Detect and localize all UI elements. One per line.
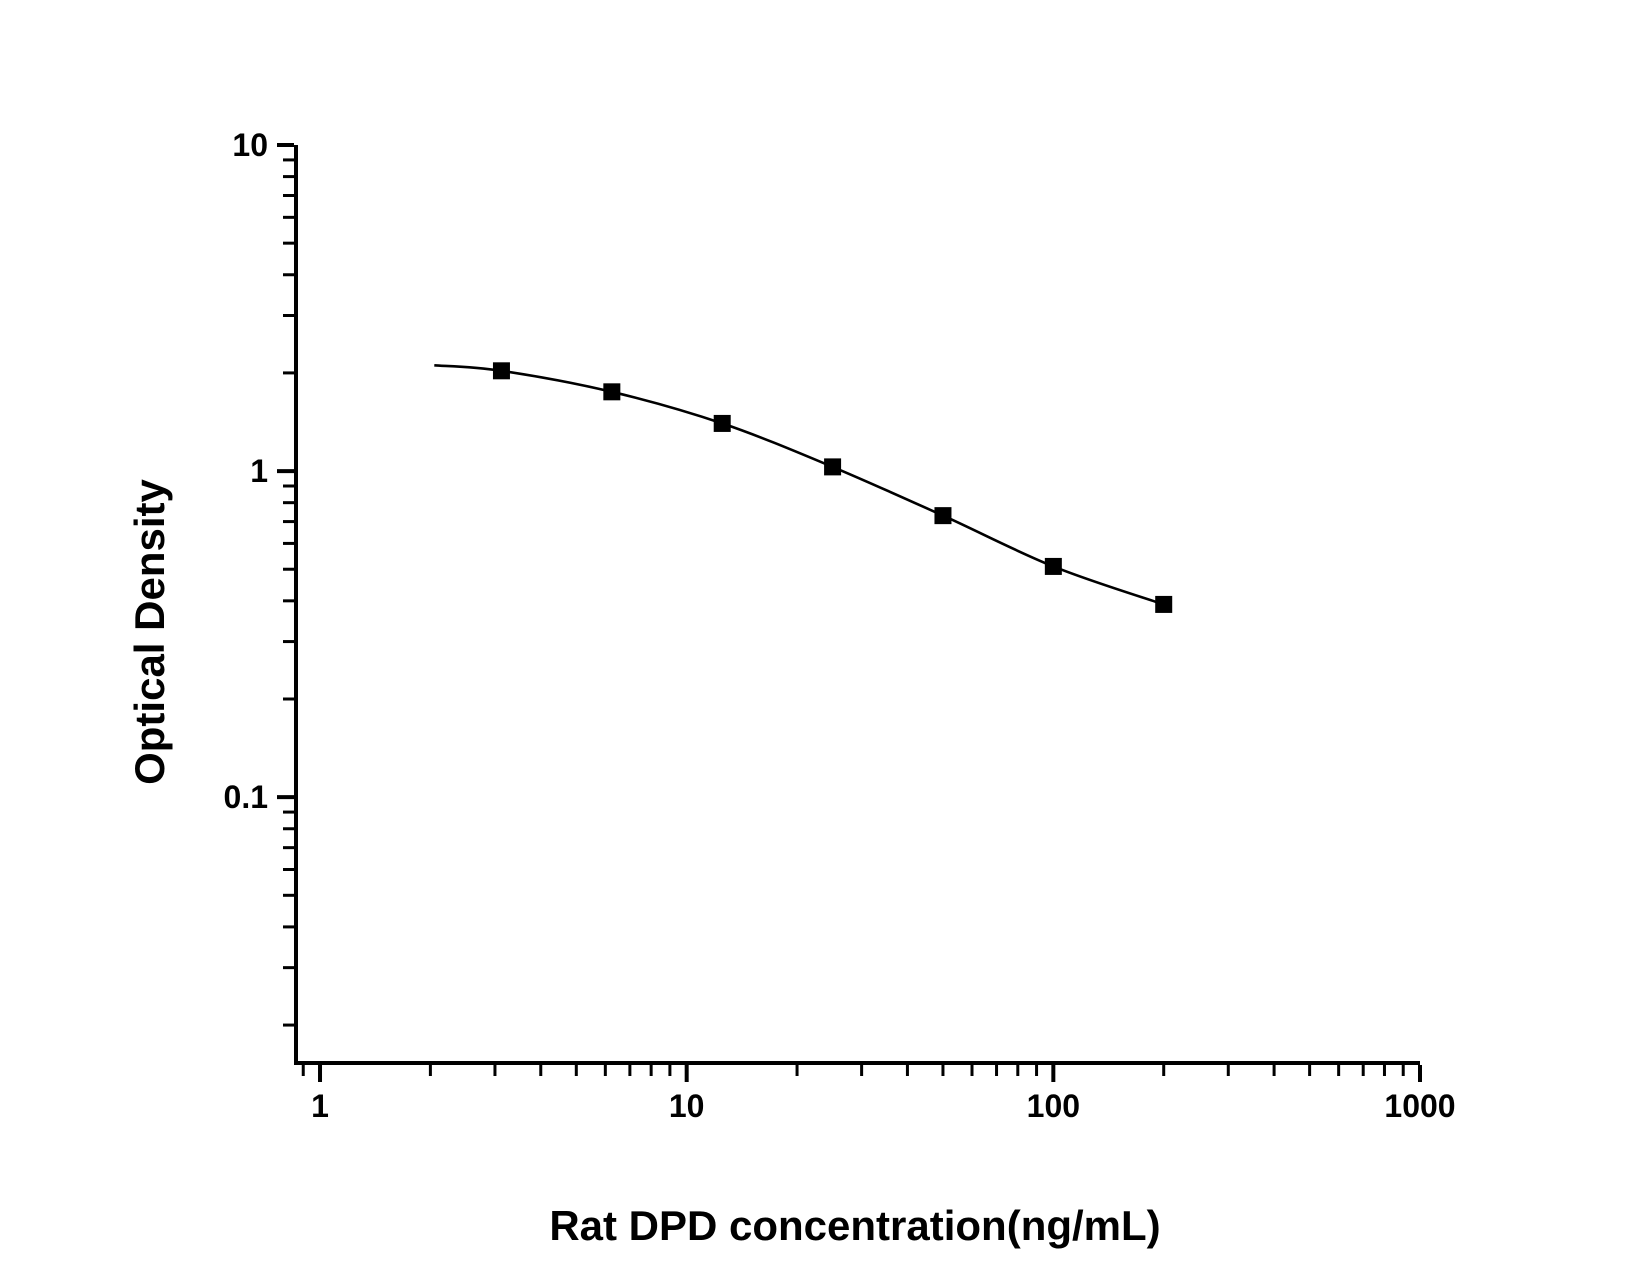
y-tick-label: 10 [232,127,268,163]
x-tick-label: 10 [669,1088,705,1124]
y-tick-label: 1 [250,453,268,489]
data-point-marker [1155,595,1173,613]
data-point-marker [934,507,952,525]
x-tick-label: 1000 [1384,1088,1455,1124]
x-axis-title: Rat DPD concentration(ng/mL) [549,1202,1161,1249]
data-point-marker [713,414,731,432]
y-tick-label: 0.1 [224,779,268,815]
axis-frame [294,145,1420,1065]
data-point-marker [1044,557,1062,575]
x-tick-label: 1 [311,1088,329,1124]
standard-curve-line [434,364,1165,606]
data-point-marker [603,383,621,401]
data-point-marker [824,458,842,476]
data-point-marker [492,362,510,380]
x-tick-label: 100 [1027,1088,1080,1124]
y-axis-title: Optical Density [126,479,173,785]
